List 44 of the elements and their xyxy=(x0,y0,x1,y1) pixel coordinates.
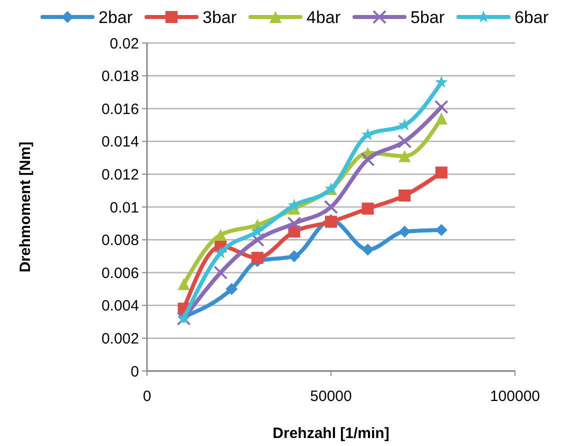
y-tick-label: 0.016 xyxy=(101,100,139,118)
point xyxy=(435,112,448,124)
legend-label: 4bar xyxy=(306,8,341,27)
point xyxy=(360,152,375,166)
y-tick-label: 0.012 xyxy=(101,166,139,184)
y-tick-label: 0.01 xyxy=(110,199,139,216)
legend-label: 6bar xyxy=(514,8,549,27)
point xyxy=(251,252,264,264)
y-tick-label: 0.018 xyxy=(101,68,139,86)
y-axis-title: Drehmoment [Nm] xyxy=(17,142,34,272)
x-tick-label: 50000 xyxy=(310,388,352,405)
point xyxy=(398,190,411,202)
y-tick-label: 0.006 xyxy=(101,264,139,282)
y-tick-label: 0 xyxy=(130,363,139,380)
y-tick-label: 0.008 xyxy=(101,232,139,250)
point xyxy=(362,244,374,256)
legend-label: 2bar xyxy=(98,8,133,27)
point xyxy=(398,226,411,238)
x-tick-label: 0 xyxy=(142,388,152,405)
point xyxy=(250,232,264,247)
y-tick-label: 0.002 xyxy=(101,330,139,348)
point xyxy=(214,266,228,280)
legend-label: 3bar xyxy=(202,8,237,27)
point xyxy=(435,76,448,88)
point xyxy=(214,228,227,241)
point xyxy=(398,118,411,130)
y-tick-label: 0.02 xyxy=(110,35,139,52)
point xyxy=(288,250,300,262)
legend-label: 5bar xyxy=(410,8,445,27)
point xyxy=(226,283,238,295)
point xyxy=(434,100,448,114)
point xyxy=(324,200,338,214)
point xyxy=(287,216,302,230)
point xyxy=(362,202,374,215)
point xyxy=(398,134,412,148)
point xyxy=(251,225,264,237)
x-axis-title: Drehzahl [1/min] xyxy=(272,425,390,442)
y-tick-label: 0.014 xyxy=(101,134,139,151)
point xyxy=(214,246,227,258)
point xyxy=(398,150,411,162)
x-tick-label: 100000 xyxy=(490,388,540,405)
y-tick-label: 0.004 xyxy=(101,298,139,315)
point xyxy=(178,278,190,290)
point xyxy=(435,166,448,179)
